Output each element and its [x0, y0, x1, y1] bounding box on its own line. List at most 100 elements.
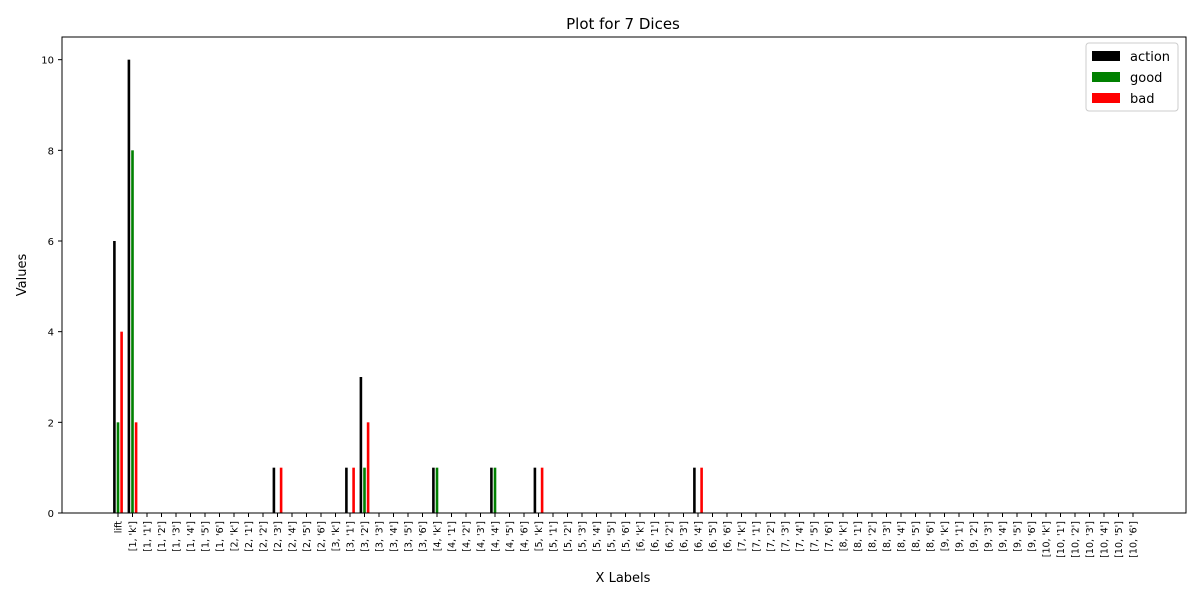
- x-axis-title: X Labels: [596, 571, 651, 586]
- bar-bad-1: [134, 422, 138, 513]
- bar-action-22: [432, 467, 435, 513]
- bar-bad-0: [120, 331, 123, 513]
- x-tick-label: [2, '1']: [244, 521, 255, 552]
- x-tick-label: [2, '2']: [259, 521, 270, 552]
- x-tick-label: [10, '4']: [1100, 521, 1111, 558]
- x-tick-label: [10, '1']: [1056, 521, 1067, 558]
- x-tick-label: [2, '6']: [317, 521, 328, 552]
- x-tick-label: [1, '1']: [143, 521, 154, 552]
- x-tick-label: [3, '6']: [418, 521, 429, 552]
- x-tick-label: [5, '4']: [592, 521, 603, 552]
- x-tick-label: [6, '1']: [650, 521, 661, 552]
- y-tick-label: 10: [41, 56, 54, 67]
- x-tick-label: [6, '5']: [708, 521, 719, 552]
- x-tick-label: [2, '4']: [288, 521, 299, 552]
- x-tick-label: [6, '2']: [665, 521, 676, 552]
- x-tick-label: [7, '3']: [781, 521, 792, 552]
- x-tick-label: [8, 'k']: [839, 521, 850, 551]
- bar-action-40: [693, 467, 696, 513]
- bar-action-29: [533, 467, 537, 513]
- x-tick-label: [10, '5']: [1114, 521, 1125, 558]
- x-tick-label: [6, '6']: [723, 521, 734, 552]
- x-tick-label: [4, '6']: [520, 521, 531, 552]
- bar-good-22: [435, 467, 439, 513]
- x-tick-label: [8, '6']: [926, 521, 937, 552]
- y-tick-label: 0: [48, 509, 54, 520]
- x-tick-label: [2, '5']: [302, 521, 313, 552]
- x-tick-label: [8, '3']: [882, 521, 893, 552]
- x-tick-label: [3, '5']: [404, 521, 415, 552]
- legend-swatch-bad: [1092, 93, 1120, 103]
- x-tick-label: [1, '5']: [201, 521, 212, 552]
- bar-bad-17: [366, 422, 370, 513]
- x-tick-label: [4, '5']: [505, 521, 516, 552]
- x-tick-label: [10, '2']: [1071, 521, 1082, 558]
- legend-swatch-good: [1092, 72, 1120, 82]
- x-tick-label: [3, '1']: [346, 521, 357, 552]
- x-tick-label: [8, '1']: [853, 521, 864, 552]
- x-tick-label: [9, '5']: [1013, 521, 1024, 552]
- x-tick-label: [6, 'k']: [636, 521, 647, 551]
- bar-bad-11: [279, 467, 283, 513]
- y-tick-label: 4: [48, 328, 54, 339]
- bar-action-26: [490, 467, 493, 513]
- x-tick-label: [5, '6']: [621, 521, 632, 552]
- bar-good-26: [493, 467, 497, 513]
- x-tick-label: [10, 'k']: [1042, 521, 1053, 557]
- x-tick-label: [3, '4']: [389, 521, 400, 552]
- x-tick-label: [9, '2']: [969, 521, 980, 552]
- x-tick-label: [10, '3']: [1085, 521, 1096, 558]
- x-tick-label: [8, '5']: [911, 521, 922, 552]
- x-tick-label: [1, '2']: [157, 521, 168, 552]
- x-tick-label: [1, '3']: [172, 521, 183, 552]
- bar-action-11: [272, 467, 276, 513]
- bar-action-0: [113, 241, 116, 513]
- plot-frame: [61, 36, 1187, 514]
- x-tick-label: [4, '4']: [491, 521, 502, 552]
- x-tick-label: [1, 'k']: [128, 521, 139, 551]
- legend: action good bad: [1085, 42, 1179, 112]
- x-tick-label: [10, '6']: [1129, 521, 1140, 558]
- y-axis: 0 2 4 6 8 10: [41, 56, 62, 520]
- bars-layer: [113, 59, 703, 514]
- x-tick-label: [4, '1']: [447, 521, 458, 552]
- x-axis: lift [1, 'k'] [1, '1'] [1, '2'] [1, '3'] [1, …: [114, 513, 1140, 558]
- bar-good-0: [116, 422, 120, 513]
- x-tick-label: [9, '6']: [1027, 521, 1038, 552]
- x-tick-label: [5, '2']: [563, 521, 574, 552]
- x-tick-label: [7, '5']: [810, 521, 821, 552]
- x-tick-label: [7, '1']: [752, 521, 763, 552]
- x-tick-label: lift: [114, 521, 125, 533]
- x-tick-label: [3, '3']: [375, 521, 386, 552]
- bar-action-1: [127, 59, 131, 514]
- bar-bad-16: [352, 467, 355, 513]
- x-tick-label: [2, '3']: [273, 521, 284, 552]
- x-tick-label: [3, 'k']: [331, 521, 342, 551]
- x-tick-label: [8, '4']: [897, 521, 908, 552]
- x-tick-label: [4, '2']: [462, 521, 473, 552]
- x-tick-label: [3, '2']: [360, 521, 371, 552]
- y-tick-label: 6: [48, 237, 54, 248]
- x-tick-label: [6, '4']: [694, 521, 705, 552]
- x-tick-label: [7, '6']: [824, 521, 835, 552]
- x-tick-label: [9, '1']: [955, 521, 966, 552]
- x-tick-label: [9, 'k']: [940, 521, 951, 551]
- legend-swatch-action: [1092, 51, 1120, 61]
- x-tick-label: [4, '3']: [476, 521, 487, 552]
- x-tick-label: [7, '2']: [766, 521, 777, 552]
- legend-label-action: action: [1130, 50, 1170, 65]
- y-tick-label: 2: [48, 418, 54, 429]
- x-tick-label: [5, 'k']: [534, 521, 545, 551]
- legend-label-good: good: [1130, 71, 1162, 86]
- x-tick-label: [4, 'k']: [433, 521, 444, 551]
- bar-action-17: [359, 377, 363, 513]
- y-tick-label: 8: [48, 146, 54, 157]
- x-tick-label: [9, '4']: [998, 521, 1009, 552]
- bar-good-17: [363, 467, 366, 513]
- bar-bad-29: [540, 467, 544, 513]
- chart-title: Plot for 7 Dices: [566, 15, 680, 33]
- x-tick-label: [7, '4']: [795, 521, 806, 552]
- x-tick-label: [7, 'k']: [737, 521, 748, 551]
